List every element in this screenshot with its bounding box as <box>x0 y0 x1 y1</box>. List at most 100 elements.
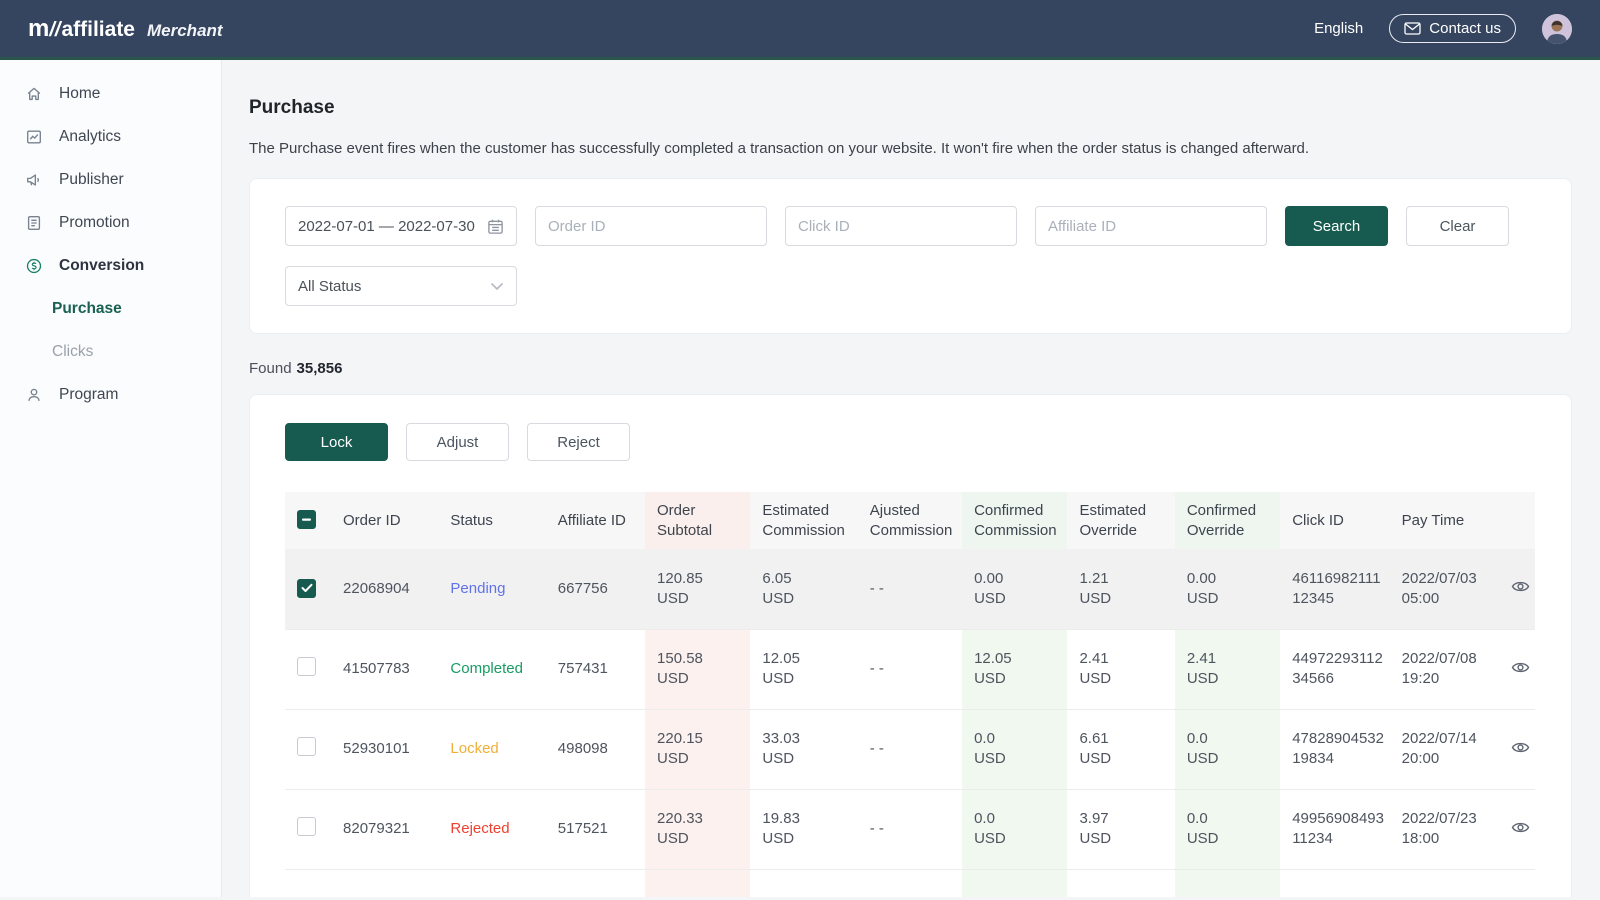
reject-button[interactable]: Reject <box>527 423 630 461</box>
clear-button[interactable]: Clear <box>1406 206 1509 246</box>
table-header-row: Order ID Status Affiliate ID Order Subto… <box>285 492 1535 549</box>
column-header-status: Status <box>438 492 546 549</box>
cell-click-id: 46116982111 12345 <box>1280 549 1390 630</box>
cell-affiliate-id: 757431 <box>545 629 646 710</box>
order-id-input[interactable] <box>535 206 767 246</box>
sidebar-item-label: Promotion <box>59 213 130 231</box>
contact-us-label: Contact us <box>1429 20 1501 37</box>
status-badge: Locked <box>450 740 499 757</box>
row-checkbox[interactable] <box>297 656 316 676</box>
cell-estimated-commission: 6.05 USD <box>750 549 858 630</box>
cell-affiliate-id: 517521 <box>545 789 646 870</box>
cell-estimated-override: 3.97 USD <box>1067 789 1175 870</box>
document-icon <box>25 214 43 232</box>
orders-panel: Lock Adjust Reject Order ID Status Affil… <box>249 394 1572 897</box>
sidebar-item-label: Home <box>59 84 101 102</box>
sidebar-item-label: Purchase <box>52 299 122 317</box>
sidebar-item-clicks[interactable]: Clicks <box>0 330 221 373</box>
cell-confirmed-override: 0.00 USD <box>1174 549 1281 630</box>
cell-estimated-commission: 33.03 USD <box>750 709 858 790</box>
cell-estimated-override: 6.61 USD <box>1067 709 1175 790</box>
chevron-down-icon <box>490 282 504 291</box>
sidebar-item-analytics[interactable]: Analytics <box>0 115 221 158</box>
calendar-icon <box>487 218 504 235</box>
status-badge: Rejected <box>450 820 510 837</box>
cell-ajusted-commission: - - <box>857 709 963 790</box>
logo-merchant-label: Merchant <box>147 20 223 40</box>
table-row: 52930101 Locked 498098 220.15 USD 33.03 US… <box>285 709 1535 790</box>
cell-order-id: 52930101 <box>331 709 439 790</box>
found-label: Found <box>249 360 292 377</box>
cell-ajusted-commission: - - <box>857 549 963 630</box>
cell-estimated-override: 2.41 USD <box>1067 629 1175 710</box>
column-header-affiliate-id: Affiliate ID <box>545 492 646 549</box>
cell-order-subtotal: 220.15 USD <box>645 709 751 790</box>
lock-button[interactable]: Lock <box>285 423 388 461</box>
cell-click-id: 44972293112 34566 <box>1280 629 1390 710</box>
cell-confirmed-override: 0.0 USD <box>1174 789 1281 870</box>
click-id-input[interactable] <box>785 206 1017 246</box>
sidebar-item-purchase[interactable]: Purchase <box>0 287 221 330</box>
cell-affiliate-id: 667756 <box>545 549 646 630</box>
select-all-checkbox[interactable] <box>297 510 316 529</box>
logo-affiliate: affiliate <box>61 17 135 41</box>
sidebar-item-promotion[interactable]: Promotion <box>0 201 221 244</box>
cell-order-id: 41507783 <box>331 629 439 710</box>
sidebar-item-label: Analytics <box>59 127 122 145</box>
cell-confirmed-commission: 0.00 USD <box>962 549 1068 630</box>
app-logo: m//affiliate Merchant <box>28 15 223 43</box>
cell-ajusted-commission: - - <box>857 789 963 870</box>
column-header-estimated-commission: Estimated Commission <box>750 492 858 549</box>
logo-m: m <box>28 14 49 42</box>
table-row: 82079321 Rejected 517521 220.33 USD 19.83… <box>285 789 1535 870</box>
column-header-confirmed-commission: Confirmed Commission <box>962 492 1068 549</box>
row-checkbox[interactable] <box>297 816 316 836</box>
sidebar-item-label: Publisher <box>59 170 124 188</box>
cell-order-subtotal: 150.58 USD <box>645 629 751 710</box>
column-header-click-id: Click ID <box>1280 492 1390 549</box>
orders-table: Order ID Status Affiliate ID Order Subto… <box>285 492 1535 897</box>
status-select[interactable]: All Status <box>285 266 517 306</box>
table-row: 41507783 Completed 757431 150.58 USD 12.0… <box>285 629 1535 710</box>
sidebar-item-program[interactable]: Program <box>0 373 221 416</box>
view-details-button[interactable] <box>1509 739 1532 759</box>
cell-order-id: 82079321 <box>331 789 439 870</box>
megaphone-icon <box>25 171 43 189</box>
sidebar-item-conversion[interactable]: Conversion <box>0 244 221 287</box>
top-navbar: m//affiliate Merchant English Contact us <box>0 0 1600 60</box>
sidebar-item-home[interactable]: Home <box>0 72 221 115</box>
view-details-button[interactable] <box>1509 578 1532 598</box>
navbar-right: English Contact us <box>1314 13 1572 44</box>
cell-pay-time: 2022/07/03 05:00 <box>1389 549 1498 630</box>
view-details-button[interactable] <box>1509 819 1532 839</box>
cell-confirmed-commission: 0.0 USD <box>962 789 1068 870</box>
cell-click-id: 47828904532 19834 <box>1280 709 1390 790</box>
sidebar-item-publisher[interactable]: Publisher <box>0 158 221 201</box>
cell-pay-time: 2022/07/08 19:20 <box>1389 629 1498 710</box>
affiliate-id-input[interactable] <box>1035 206 1267 246</box>
row-checkbox[interactable] <box>297 736 316 756</box>
search-button[interactable]: Search <box>1285 206 1388 246</box>
analytics-icon <box>25 128 43 146</box>
view-details-button[interactable] <box>1509 659 1532 679</box>
contact-us-button[interactable]: Contact us <box>1389 14 1516 43</box>
cell-confirmed-commission: 0.0 USD <box>962 709 1068 790</box>
language-selector[interactable]: English <box>1314 20 1364 37</box>
envelope-icon <box>1404 22 1421 35</box>
date-range-picker[interactable]: 2022-07-01 — 2022-07-30 <box>285 206 517 246</box>
cell-confirmed-override: 0.0 USD <box>1174 709 1281 790</box>
cell-estimated-override: 1.21 USD <box>1067 549 1175 630</box>
row-checkbox[interactable] <box>297 578 316 598</box>
adjust-button[interactable]: Adjust <box>406 423 509 461</box>
status-badge: Pending <box>450 579 506 597</box>
table-row: 22068904 Pending 667756 120.85 USD 6.05 US… <box>285 549 1535 630</box>
home-icon <box>25 85 43 103</box>
user-avatar[interactable] <box>1542 13 1572 44</box>
cell-pay-time: 2022/07/14 20:00 <box>1389 709 1498 790</box>
sidebar: Home Analytics Publisher Promotion Conve… <box>0 60 222 897</box>
cell-confirmed-commission: 12.05 USD <box>962 629 1068 710</box>
logo-slashes: // <box>49 18 61 41</box>
page-title: Purchase <box>249 97 335 118</box>
sidebar-item-label: Conversion <box>59 256 145 274</box>
page-description: The Purchase event fires when the custom… <box>249 140 1310 157</box>
